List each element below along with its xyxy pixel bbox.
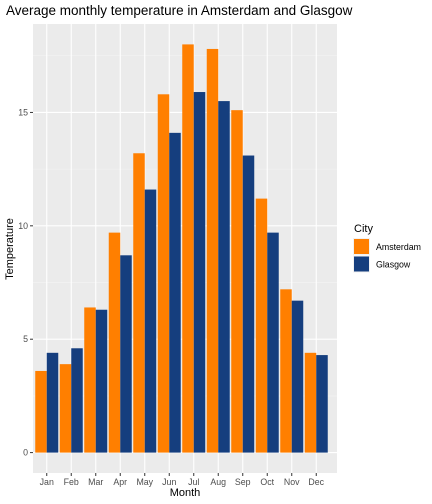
x-tick-label: Jun bbox=[162, 477, 176, 487]
bar-amsterdam-feb bbox=[59, 364, 72, 453]
y-tick-label: 15 bbox=[18, 107, 28, 117]
legend-title: City bbox=[354, 223, 373, 235]
y-axis: 0 5 10 15 bbox=[18, 107, 33, 458]
bar-amsterdam-sep bbox=[231, 110, 243, 453]
bar-glasgow-may bbox=[144, 189, 157, 453]
bar-amsterdam-dec bbox=[304, 352, 317, 453]
bar-amsterdam-jul bbox=[182, 44, 194, 453]
bar-glasgow-jun bbox=[169, 132, 181, 453]
bar-amsterdam-jun bbox=[157, 94, 170, 453]
x-tick-label: Apr bbox=[113, 477, 127, 487]
bar-glasgow-dec bbox=[316, 355, 328, 453]
x-tick-label: Oct bbox=[260, 477, 274, 487]
x-tick-label: Jan bbox=[40, 477, 54, 487]
x-tick-label: Sep bbox=[235, 477, 251, 487]
bar-glasgow-mar bbox=[95, 309, 108, 453]
bar-amsterdam-mar bbox=[84, 307, 96, 453]
bar-amsterdam-jan bbox=[35, 370, 47, 453]
y-axis-title: Temperature bbox=[4, 218, 16, 280]
bar-glasgow-oct bbox=[267, 232, 279, 453]
chart-title: Average monthly temperature in Amsterdam… bbox=[6, 3, 353, 18]
bar-amsterdam-aug bbox=[206, 48, 219, 453]
y-tick-label: 0 bbox=[23, 448, 28, 458]
bar-amsterdam-oct bbox=[255, 198, 268, 453]
bars-group bbox=[35, 44, 328, 453]
x-tick-label: Dec bbox=[308, 477, 324, 487]
bar-glasgow-jan bbox=[46, 352, 59, 453]
x-axis-title: Month bbox=[170, 487, 201, 499]
x-tick-label: Mar bbox=[88, 477, 103, 487]
legend-swatch-amsterdam bbox=[354, 239, 369, 254]
legend-label-amsterdam: Amsterdam bbox=[376, 242, 421, 252]
x-tick-label: Aug bbox=[210, 477, 226, 487]
bar-amsterdam-may bbox=[133, 153, 145, 453]
x-tick-label: Feb bbox=[64, 477, 79, 487]
x-tick-label: Nov bbox=[284, 477, 300, 487]
bar-glasgow-jul bbox=[193, 92, 206, 453]
legend-swatch-glasgow bbox=[354, 256, 369, 272]
bar-glasgow-feb bbox=[71, 348, 83, 453]
y-tick-label: 5 bbox=[23, 334, 28, 344]
bar-glasgow-sep bbox=[242, 155, 255, 453]
bar-glasgow-aug bbox=[218, 101, 230, 453]
y-tick-label: 10 bbox=[18, 221, 28, 231]
x-axis: Jan Feb Mar Apr May Jun Jul Aug Sep Oct Nov Dec bbox=[40, 473, 325, 487]
legend-label-glasgow: Glasgow bbox=[376, 260, 411, 270]
bar-amsterdam-nov bbox=[280, 289, 292, 453]
bar-glasgow-apr bbox=[120, 255, 132, 453]
bar-amsterdam-apr bbox=[108, 232, 121, 453]
x-tick-label: Jul bbox=[188, 477, 199, 487]
x-tick-label: May bbox=[136, 477, 153, 487]
legend: Amsterdam Glasgow bbox=[353, 238, 421, 273]
bar-glasgow-nov bbox=[291, 300, 304, 453]
